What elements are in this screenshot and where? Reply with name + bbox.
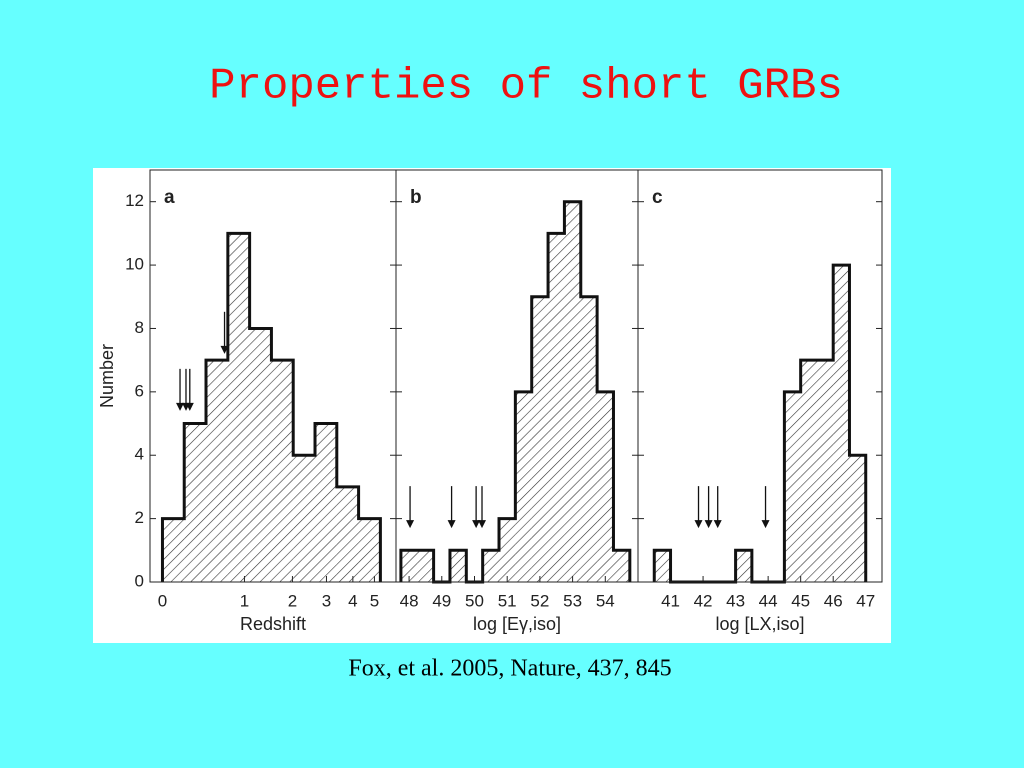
bar xyxy=(184,423,207,582)
arrow-head xyxy=(713,520,722,529)
bar xyxy=(206,360,228,582)
bar xyxy=(271,360,294,582)
bar xyxy=(800,360,817,582)
arrow-head xyxy=(472,520,481,529)
bar xyxy=(613,550,630,582)
x-tick-label: 0 xyxy=(158,591,167,610)
bar xyxy=(400,550,418,582)
arrow-head xyxy=(406,520,415,529)
bar xyxy=(449,550,467,582)
arrow-head xyxy=(478,520,487,529)
x-tick-label: 52 xyxy=(530,591,549,610)
bar xyxy=(654,550,671,582)
x-axis-label: Redshift xyxy=(240,614,306,634)
bar xyxy=(336,486,359,582)
bar xyxy=(564,201,581,582)
bar xyxy=(417,550,434,582)
bar xyxy=(548,233,565,582)
x-tick-label: 49 xyxy=(432,591,451,610)
bar xyxy=(293,455,316,582)
arrow-head xyxy=(704,520,713,529)
slide-title: Properties of short GRBs xyxy=(209,62,843,112)
x-tick-label: 50 xyxy=(465,591,484,610)
bar xyxy=(784,391,801,582)
panel-letter: b xyxy=(410,187,422,208)
x-tick-label: 53 xyxy=(563,591,582,610)
bar xyxy=(515,391,532,582)
bar xyxy=(816,360,834,582)
arrow-head xyxy=(176,402,185,411)
x-tick-label: 44 xyxy=(759,591,778,610)
arrow-head xyxy=(185,402,194,411)
x-tick-label: 45 xyxy=(791,591,810,610)
y-tick-label: 12 xyxy=(125,191,144,210)
panel-frame xyxy=(637,169,883,583)
panel-letter: a xyxy=(164,187,175,208)
bar xyxy=(227,233,250,582)
panel-letter: c xyxy=(652,187,663,208)
bar xyxy=(315,423,337,582)
x-tick-label: 2 xyxy=(288,591,297,610)
y-tick-label: 4 xyxy=(135,445,144,464)
bar xyxy=(597,391,614,582)
y-tick-label: 2 xyxy=(135,508,144,527)
x-tick-label: 1 xyxy=(240,591,249,610)
x-tick-label: 5 xyxy=(370,591,379,610)
bar xyxy=(849,455,866,582)
bar xyxy=(162,518,185,582)
bar xyxy=(358,518,381,582)
x-tick-label: 48 xyxy=(400,591,419,610)
histogram-outline xyxy=(160,231,382,582)
bar xyxy=(482,550,500,582)
bar xyxy=(531,296,549,582)
x-tick-label: 54 xyxy=(596,591,615,610)
arrow-head xyxy=(694,520,703,529)
bar xyxy=(735,550,752,582)
x-tick-label: 3 xyxy=(322,591,331,610)
bar xyxy=(580,296,598,582)
x-tick-label: 51 xyxy=(498,591,517,610)
y-axis-label: Number xyxy=(97,344,117,408)
caption: Fox, et al. 2005, Nature, 437, 845 xyxy=(348,656,671,682)
arrow-head xyxy=(761,520,770,529)
bar xyxy=(499,518,516,582)
x-tick-label: 41 xyxy=(661,591,680,610)
y-tick-label: 10 xyxy=(125,255,144,274)
arrow-head xyxy=(447,520,456,529)
bar xyxy=(833,265,850,582)
x-tick-label: 47 xyxy=(856,591,875,610)
x-tick-label: 46 xyxy=(824,591,843,610)
y-tick-label: 6 xyxy=(135,381,144,400)
y-tick-label: 0 xyxy=(135,571,144,590)
x-tick-label: 43 xyxy=(726,591,745,610)
bar xyxy=(249,328,272,582)
x-tick-label: 4 xyxy=(348,591,357,610)
x-axis-label: log [Eγ,iso] xyxy=(473,614,561,634)
y-tick-label: 8 xyxy=(135,318,144,337)
arrow-head xyxy=(220,345,229,354)
x-axis-label: log [LX,iso] xyxy=(715,614,804,634)
x-tick-label: 42 xyxy=(694,591,713,610)
